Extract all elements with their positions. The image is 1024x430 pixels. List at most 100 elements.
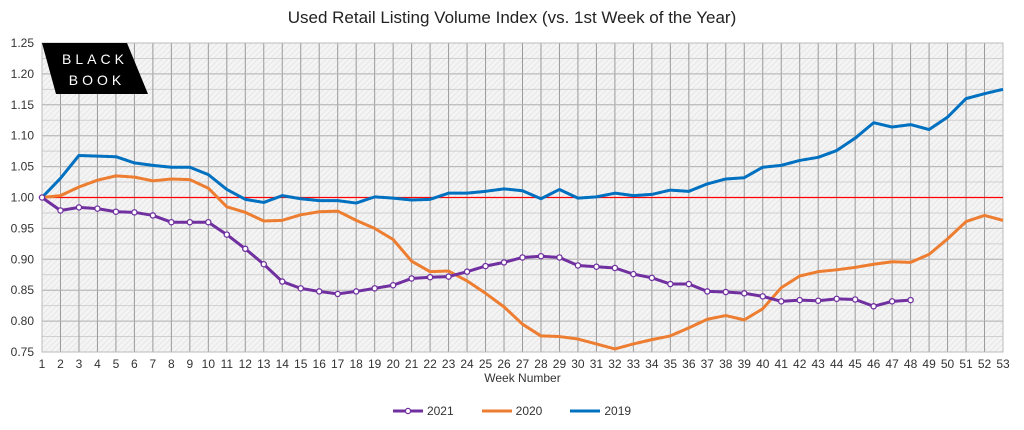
chart-title: Used Retail Listing Volume Index (vs. 1s…: [287, 8, 737, 27]
x-tick-label: 28: [534, 357, 548, 371]
data-point-2021: [149, 212, 157, 219]
x-tick-label: 23: [442, 357, 456, 371]
x-tick-label: 47: [885, 357, 899, 371]
data-point-2021: [408, 275, 415, 282]
x-tick-label: 3: [76, 357, 83, 371]
data-point-2021: [888, 298, 896, 305]
data-point-2021: [168, 218, 175, 226]
legend-item-2020: 2020: [481, 404, 543, 418]
y-tick-label: 1.25: [11, 36, 35, 50]
data-point-2021: [297, 285, 304, 292]
x-tick-label: 4: [94, 357, 101, 371]
x-tick-label: 53: [996, 357, 1010, 371]
data-point-2021: [593, 263, 600, 270]
data-point-2021: [777, 298, 785, 305]
series-line-2019: [40, 87, 1004, 205]
data-point-2021: [556, 254, 563, 261]
data-point-2021: [574, 262, 582, 269]
data-point-2021: [722, 288, 730, 296]
x-tick-label: 51: [959, 357, 973, 371]
legend-item-2019: 2019: [570, 404, 631, 418]
data-point-2021: [537, 252, 545, 260]
x-tick-label: 19: [368, 357, 382, 371]
x-tick-label: 29: [553, 357, 567, 371]
x-tick-label: 7: [150, 357, 157, 371]
series-line-2020: [41, 174, 1004, 351]
data-point-2021: [741, 290, 748, 297]
x-tick-label: 32: [608, 357, 622, 371]
x-tick-label: 42: [793, 357, 807, 371]
data-point-2021: [38, 194, 46, 201]
x-tick-label: 43: [812, 357, 826, 371]
black-book-logo: BLACK BOOK: [42, 43, 148, 94]
x-tick-label: 24: [460, 357, 474, 371]
x-tick-label: 11: [221, 357, 234, 371]
x-axis-label: Week Number: [484, 371, 560, 385]
x-tick-label: 9: [187, 357, 194, 371]
data-point-2021: [685, 280, 693, 288]
x-tick-label: 10: [202, 357, 216, 371]
x-tick-label: 8: [168, 357, 175, 371]
x-tick-label: 22: [423, 357, 437, 371]
data-point-2021: [426, 273, 434, 281]
data-point-2021: [500, 259, 508, 266]
legend-label: 2019: [604, 404, 632, 418]
x-tick-label: 49: [922, 357, 936, 371]
x-tick-label: 34: [645, 357, 659, 371]
legend-label: 2021: [426, 404, 454, 418]
data-point-2021: [371, 285, 378, 292]
data-point-2021: [223, 231, 231, 238]
data-point-2021: [334, 290, 341, 298]
x-tick-label: 40: [756, 357, 770, 371]
x-tick-label: 48: [904, 357, 918, 371]
x-tick-label: 14: [276, 357, 290, 371]
data-point-2021: [260, 260, 268, 268]
data-point-2021: [704, 288, 711, 295]
data-point-2021: [131, 209, 138, 216]
data-point-2021: [611, 264, 619, 272]
data-point-2021: [648, 274, 656, 282]
x-tick-label: 31: [590, 357, 604, 371]
x-tick-label: 1: [39, 357, 46, 371]
legend-label: 2020: [515, 404, 543, 418]
data-point-2021: [315, 288, 323, 295]
data-point-2021: [389, 282, 397, 289]
data-point-2021: [242, 245, 249, 253]
x-tick-label: 41: [775, 357, 789, 371]
y-tick-label: 0.85: [11, 283, 35, 297]
x-tick-label: 25: [479, 357, 493, 371]
x-tick-label: 52: [978, 357, 992, 371]
data-point-2021: [759, 293, 767, 300]
x-tick-label: 36: [682, 357, 696, 371]
logo-text: BLACK: [62, 51, 128, 67]
data-point-2021: [463, 268, 471, 275]
legend-swatch: [392, 407, 423, 415]
legend: 2021 2020 2019: [0, 404, 1024, 418]
y-tick-label: 1.10: [11, 129, 35, 143]
data-point-2021: [352, 288, 360, 295]
x-tick-label: 6: [131, 357, 138, 371]
x-tick-label: 38: [719, 357, 733, 371]
x-tick-label: 44: [830, 357, 844, 371]
data-point-2021: [630, 270, 637, 278]
x-tick-label: 27: [516, 357, 530, 371]
x-tick-label: 39: [738, 357, 752, 371]
legend-swatch: [570, 409, 601, 413]
x-tick-label: 17: [331, 357, 345, 371]
x-tick-label: 18: [349, 357, 363, 371]
data-point-2021: [870, 303, 877, 310]
x-tick-label: 30: [571, 357, 585, 371]
x-tick-label: 5: [113, 357, 120, 371]
data-point-2021: [94, 205, 101, 212]
y-tick-label: 1.05: [11, 160, 35, 174]
y-tick-label: 1.00: [11, 191, 35, 205]
data-point-2021: [667, 280, 674, 288]
x-tick-label: 45: [848, 357, 862, 371]
data-point-2021: [186, 218, 194, 226]
data-point-2021: [445, 273, 452, 280]
y-tick-label: 1.20: [11, 67, 35, 81]
data-point-2021: [482, 262, 489, 270]
data-point-2021: [57, 207, 64, 214]
data-point-2021: [519, 254, 526, 261]
